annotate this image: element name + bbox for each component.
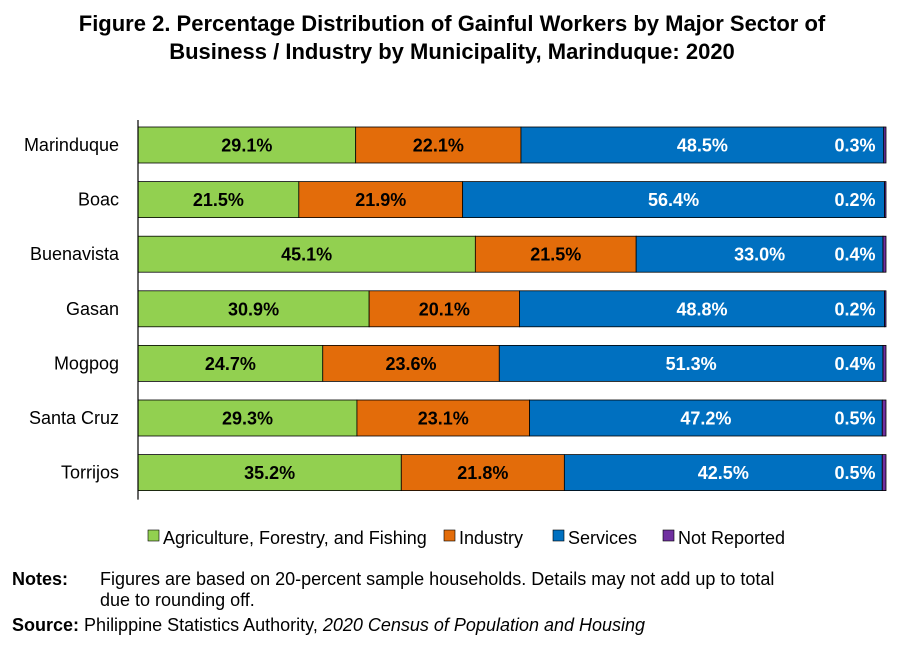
bar-agriculture-forestry-and-fishing-buenavista — [137, 235, 476, 273]
data-label-agriculture-forestry-and-fishing-gasan: 30.9% — [228, 299, 279, 319]
bar-industry-santa-cruz — [356, 399, 530, 437]
bar-not-reported-torrijos — [881, 454, 887, 492]
bar-agriculture-forestry-and-fishing-boac — [137, 181, 300, 219]
bar-industry-boac — [298, 181, 464, 219]
notes-label: Notes: — [12, 569, 69, 589]
bar-services-buenavista — [635, 235, 884, 273]
data-label-agriculture-forestry-and-fishing-marinduque: 29.1% — [221, 136, 272, 156]
source-label: Source: — [12, 615, 80, 635]
data-label-not-reported-torrijos: 0.5% — [834, 463, 875, 483]
data-label-services-mogpog: 51.3% — [666, 354, 717, 374]
category-label-boac: Boac — [78, 190, 119, 210]
source: Source: Philippine Statistics Authority,… — [12, 615, 645, 636]
bar-agriculture-forestry-and-fishing-mogpog — [137, 344, 324, 382]
legend-label-not-reported: Not Reported — [678, 528, 785, 548]
legend-swatch-agriculture-forestry-and-fishing — [147, 529, 160, 542]
notes-text-line-1: Figures are based on 20-percent sample h… — [100, 569, 775, 589]
notes: Notes: Figures are based on 20-percent sa… — [12, 569, 774, 611]
category-label-gasan: Gasan — [66, 299, 119, 319]
data-label-agriculture-forestry-and-fishing-torrijos: 35.2% — [244, 463, 295, 483]
bar-services-torrijos — [563, 454, 883, 492]
bar-not-reported-gasan — [884, 290, 887, 328]
data-label-agriculture-forestry-and-fishing-mogpog: 24.7% — [205, 354, 256, 374]
category-label-buenavista: Buenavista — [30, 244, 120, 264]
bar-agriculture-forestry-and-fishing-marinduque — [137, 126, 357, 164]
data-label-industry-gasan: 20.1% — [419, 299, 470, 319]
bar-services-boac — [462, 181, 885, 219]
category-label-santa-cruz: Santa Cruz — [29, 408, 119, 428]
bar-industry-mogpog — [322, 344, 500, 382]
bar-industry-gasan — [368, 290, 520, 328]
data-label-services-marinduque: 48.5% — [677, 136, 728, 156]
bar-not-reported-boac — [884, 181, 887, 219]
data-label-industry-torrijos: 21.8% — [457, 463, 508, 483]
data-label-services-buenavista: 33.0% — [734, 245, 785, 265]
legend-label-agriculture-forestry-and-fishing: Agriculture, Forestry, and Fishing — [163, 528, 427, 548]
data-label-not-reported-boac: 0.2% — [834, 190, 875, 210]
legend-swatch-not-reported — [662, 529, 675, 542]
data-label-not-reported-buenavista: 0.4% — [834, 245, 875, 265]
bar-agriculture-forestry-and-fishing-gasan — [137, 290, 370, 328]
data-label-services-boac: 56.4% — [648, 190, 699, 210]
data-label-not-reported-marinduque: 0.3% — [834, 136, 875, 156]
data-label-industry-buenavista: 21.5% — [530, 245, 581, 265]
source-italic: 2020 Census of Population and Housing — [322, 615, 646, 635]
legend-label-industry: Industry — [459, 528, 523, 548]
data-label-not-reported-santa-cruz: 0.5% — [834, 409, 875, 429]
category-label-mogpog: Mogpog — [54, 353, 119, 373]
chart-title-line-1: Figure 2. Percentage Distribution of Gai… — [78, 11, 826, 36]
data-label-services-torrijos: 42.5% — [698, 463, 749, 483]
data-label-services-gasan: 48.8% — [676, 299, 727, 319]
data-label-not-reported-gasan: 0.2% — [834, 299, 875, 319]
legend-label-services: Services — [568, 528, 637, 548]
bar-not-reported-mogpog — [882, 344, 887, 382]
bar-not-reported-buenavista — [882, 235, 887, 273]
chart-title-line-2: Business / Industry by Municipality, Mar… — [169, 39, 735, 64]
bar-not-reported-marinduque — [883, 126, 887, 164]
data-label-agriculture-forestry-and-fishing-buenavista: 45.1% — [281, 245, 332, 265]
bar-services-gasan — [519, 290, 885, 328]
bar-industry-buenavista — [474, 235, 637, 273]
data-label-industry-mogpog: 23.6% — [385, 354, 436, 374]
data-label-not-reported-mogpog: 0.4% — [834, 354, 875, 374]
bar-not-reported-santa-cruz — [881, 399, 887, 437]
data-label-services-santa-cruz: 47.2% — [680, 409, 731, 429]
source-text: Philippine Statistics Authority, — [84, 615, 323, 635]
notes-text-line-2: due to rounding off. — [100, 590, 255, 610]
legend-swatch-services — [552, 529, 565, 542]
data-label-industry-boac: 21.9% — [355, 190, 406, 210]
data-label-agriculture-forestry-and-fishing-santa-cruz: 29.3% — [222, 409, 273, 429]
stacked-bar-chart: Marinduque 29.1% 22.1% 48.5% 0.3% Boac 21.5% 21… — [24, 120, 887, 548]
bar-services-santa-cruz — [529, 399, 883, 437]
category-label-marinduque: Marinduque — [24, 135, 119, 155]
category-label-torrijos: Torrijos — [61, 463, 119, 483]
chart-title: Figure 2. Percentage Distribution of Gai… — [0, 10, 904, 66]
data-label-agriculture-forestry-and-fishing-boac: 21.5% — [193, 190, 244, 210]
data-label-industry-marinduque: 22.1% — [413, 136, 464, 156]
legend-swatch-industry — [443, 529, 456, 542]
data-label-industry-santa-cruz: 23.1% — [418, 409, 469, 429]
